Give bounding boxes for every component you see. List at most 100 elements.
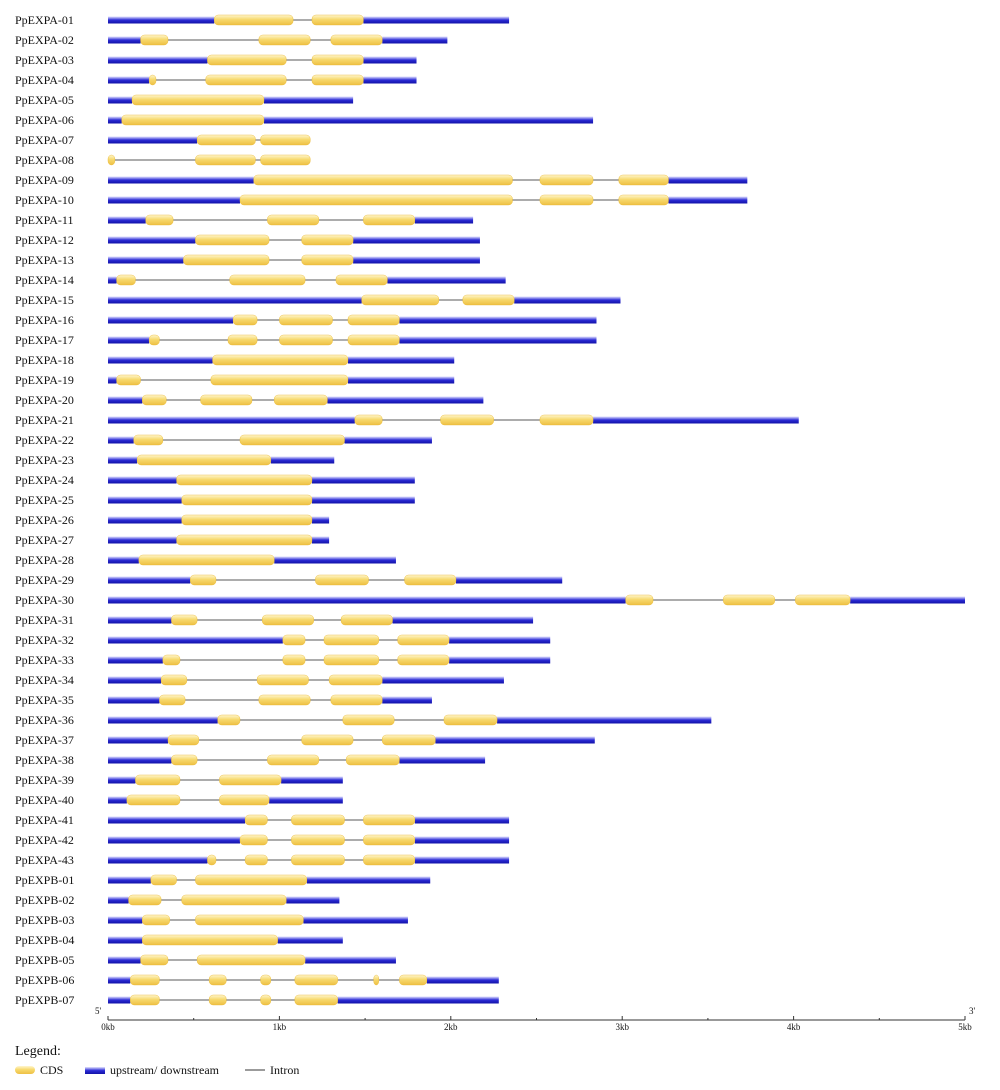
gene-label: PpEXPA-30: [15, 593, 74, 607]
cds-exon: [294, 974, 338, 986]
downstream-utr: [382, 36, 448, 44]
gene-label: PpEXPA-32: [15, 633, 74, 647]
axis-tick-label: 2kb: [444, 1022, 458, 1032]
cds-exon: [136, 454, 272, 466]
cds-exon: [195, 914, 304, 926]
downstream-utr: [347, 356, 455, 364]
gene-row: PpEXPA-19: [15, 373, 455, 387]
downstream-utr: [274, 556, 396, 564]
downstream-utr: [306, 876, 431, 884]
upstream-utr: [108, 916, 143, 924]
gene-row: PpEXPA-25: [15, 493, 415, 507]
cds-exon: [140, 954, 169, 966]
cds-exon: [539, 414, 594, 426]
upstream-utr: [108, 116, 122, 124]
gene-label: PpEXPA-01: [15, 13, 74, 27]
downstream-utr: [347, 376, 455, 384]
cds-exon: [195, 154, 256, 166]
gene-row: PpEXPA-03: [15, 53, 417, 67]
cds-exon: [258, 34, 311, 46]
cds-exon: [195, 874, 308, 886]
cds-exon: [361, 294, 440, 306]
upstream-utr: [108, 56, 208, 64]
gene-label: PpEXPA-21: [15, 413, 74, 427]
cds-exon: [253, 174, 513, 186]
cds-exon: [181, 514, 313, 526]
gene-label: PpEXPA-19: [15, 373, 74, 387]
cds-exon: [142, 934, 278, 946]
cds-exon: [618, 174, 669, 186]
gene-row: PpEXPA-36: [15, 713, 712, 727]
downstream-utr: [303, 916, 408, 924]
upstream-utr: [108, 376, 117, 384]
cds-exon: [260, 974, 272, 986]
gene-row: PpEXPA-40: [15, 793, 343, 807]
downstream-utr: [449, 636, 551, 644]
axis-tick-label: 5kb: [958, 1022, 972, 1032]
cds-exon: [363, 814, 416, 826]
gene-row: PpEXPB-03: [15, 913, 408, 927]
gene-label: PpEXPB-05: [15, 953, 74, 967]
cds-exon: [239, 834, 268, 846]
downstream-utr: [311, 496, 415, 504]
gene-label: PpEXPA-43: [15, 853, 74, 867]
gene-row: PpEXPB-01: [15, 873, 431, 887]
downstream-utr: [399, 336, 597, 344]
cds-exon: [443, 714, 498, 726]
axis-tick-label: 3kb: [615, 1022, 629, 1032]
gene-label: PpEXPA-39: [15, 773, 74, 787]
gene-row: PpEXPA-30: [15, 593, 965, 607]
cds-exon: [256, 674, 309, 686]
cds-exon: [207, 854, 217, 866]
gene-row: PpEXPA-38: [15, 753, 486, 767]
cds-exon: [217, 714, 241, 726]
cds-exon: [342, 714, 395, 726]
gene-row: PpEXPA-21: [15, 413, 799, 427]
cds-exon: [354, 414, 383, 426]
cds-exon: [282, 634, 306, 646]
downstream-utr: [263, 96, 354, 104]
gene-row: PpEXPA-33: [15, 653, 551, 667]
downstream-utr: [363, 56, 417, 64]
downstream-utr: [305, 956, 396, 964]
gene-label: PpEXPA-12: [15, 233, 74, 247]
cds-exon: [200, 394, 253, 406]
downstream-utr: [426, 976, 499, 984]
gene-row: PpEXPB-04: [15, 933, 343, 947]
gene-row: PpEXPA-14: [15, 273, 506, 287]
upstream-utr: [108, 816, 246, 824]
upstream-utr: [108, 856, 208, 864]
downstream-utr: [281, 776, 343, 784]
gene-label: PpEXPA-25: [15, 493, 74, 507]
cds-exon: [208, 974, 227, 986]
cds-exon: [260, 154, 311, 166]
gene-row: PpEXPA-32: [15, 633, 551, 647]
gene-label: PpEXPA-09: [15, 173, 74, 187]
legend: Legend: CDS upstream/ downstream Intron: [15, 1044, 299, 1077]
cds-exon: [219, 794, 270, 806]
gene-label: PpEXPA-23: [15, 453, 74, 467]
legend-cds-label: CDS: [40, 1063, 63, 1077]
downstream-utr: [270, 456, 335, 464]
gene-row: PpEXPA-34: [15, 673, 504, 687]
downstream-utr: [414, 856, 510, 864]
cds-exon: [159, 694, 186, 706]
cds-exon: [176, 534, 313, 546]
legend-cds-swatch: [15, 1066, 35, 1074]
upstream-utr: [108, 136, 198, 144]
upstream-utr: [108, 316, 234, 324]
upstream-utr: [108, 876, 151, 884]
gene-label: PpEXPA-29: [15, 573, 74, 587]
cds-exon: [212, 354, 349, 366]
upstream-utr: [108, 96, 132, 104]
upstream-utr: [108, 836, 240, 844]
upstream-utr: [108, 416, 355, 424]
upstream-utr: [108, 656, 163, 664]
cds-exon: [258, 694, 311, 706]
upstream-utr: [108, 196, 240, 204]
legend-utr-label: upstream/ downstream: [110, 1063, 220, 1077]
downstream-utr: [286, 896, 340, 904]
gene-label: PpEXPB-02: [15, 893, 74, 907]
cds-exon: [148, 74, 157, 86]
gene-label: PpEXPA-31: [15, 613, 74, 627]
